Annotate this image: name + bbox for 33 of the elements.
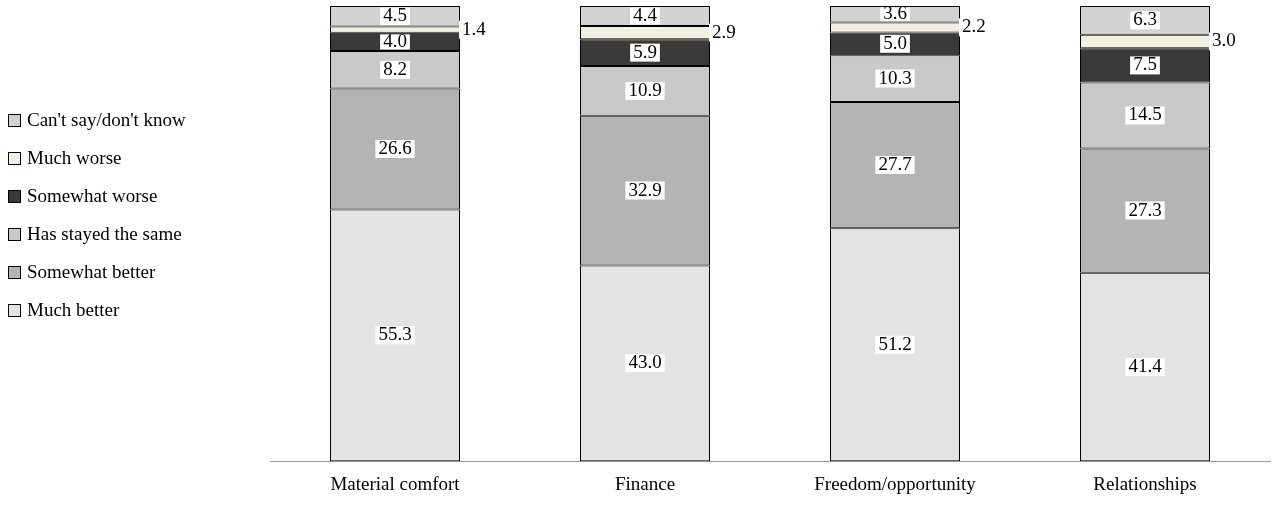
legend-label: Much worse [27, 147, 122, 169]
x-tick-label: Finance [614, 472, 676, 494]
x-tick-label: Freedom/opportunity [814, 472, 977, 494]
data-label: 5.0 [883, 31, 907, 53]
legend-label: Much better [27, 299, 120, 321]
data-label: 8.2 [383, 57, 407, 79]
legend-label: Can't say/don't know [27, 109, 186, 131]
data-label: 55.3 [378, 323, 412, 345]
data-label: 7.5 [1133, 53, 1157, 75]
x-tick-label: Relationships [1093, 472, 1197, 494]
data-label: 4.0 [383, 29, 407, 51]
x-tick-label: Material comfort [330, 472, 461, 494]
data-label: 1.4 [462, 17, 487, 39]
data-label: 2.2 [962, 15, 986, 37]
data-label: 5.9 [633, 40, 657, 62]
data-label: 4.4 [633, 4, 658, 25]
data-label: 41.4 [1128, 354, 1163, 376]
data-label: 3.0 [1212, 29, 1236, 51]
data-label: 27.3 [1128, 198, 1162, 220]
data-label: 4.5 [383, 4, 407, 26]
legend-label: Somewhat worse [27, 185, 158, 207]
data-label: 6.3 [1133, 8, 1157, 30]
data-label: 32.9 [628, 178, 662, 200]
data-label: 27.7 [878, 153, 912, 175]
legend-label: Has stayed the same [27, 223, 182, 245]
data-label: 51.2 [878, 332, 912, 354]
data-label: 14.5 [1128, 103, 1162, 125]
data-label: 10.3 [878, 66, 912, 88]
data-label: 43.0 [628, 351, 662, 373]
legend-label: Somewhat better [27, 261, 156, 283]
data-label: 26.6 [378, 136, 412, 158]
data-label: 10.9 [628, 78, 662, 100]
data-label: 2.9 [712, 20, 736, 42]
